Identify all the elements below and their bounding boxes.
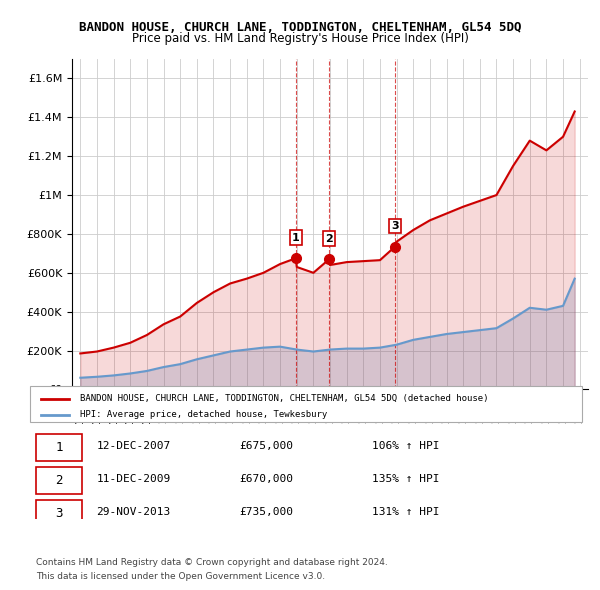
FancyBboxPatch shape — [35, 467, 82, 494]
Text: £735,000: £735,000 — [240, 507, 294, 517]
Text: Contains HM Land Registry data © Crown copyright and database right 2024.: Contains HM Land Registry data © Crown c… — [36, 558, 388, 566]
Text: 29-NOV-2013: 29-NOV-2013 — [96, 507, 170, 517]
Text: HPI: Average price, detached house, Tewkesbury: HPI: Average price, detached house, Tewk… — [80, 410, 327, 419]
FancyBboxPatch shape — [30, 386, 582, 422]
Text: This data is licensed under the Open Government Licence v3.0.: This data is licensed under the Open Gov… — [36, 572, 325, 581]
Text: 106% ↑ HPI: 106% ↑ HPI — [372, 441, 440, 451]
FancyBboxPatch shape — [35, 500, 82, 527]
Text: 12-DEC-2007: 12-DEC-2007 — [96, 441, 170, 451]
Text: 1: 1 — [55, 441, 63, 454]
Text: 3: 3 — [391, 221, 399, 231]
Text: £675,000: £675,000 — [240, 441, 294, 451]
Text: BANDON HOUSE, CHURCH LANE, TODDINGTON, CHELTENHAM, GL54 5DQ (detached house): BANDON HOUSE, CHURCH LANE, TODDINGTON, C… — [80, 394, 488, 404]
FancyBboxPatch shape — [35, 434, 82, 461]
Text: £670,000: £670,000 — [240, 474, 294, 484]
Text: 135% ↑ HPI: 135% ↑ HPI — [372, 474, 440, 484]
Text: 2: 2 — [325, 234, 333, 244]
Text: 1: 1 — [292, 232, 300, 242]
Text: 2: 2 — [55, 474, 63, 487]
Text: 131% ↑ HPI: 131% ↑ HPI — [372, 507, 440, 517]
Text: 11-DEC-2009: 11-DEC-2009 — [96, 474, 170, 484]
Text: 3: 3 — [55, 507, 63, 520]
Text: BANDON HOUSE, CHURCH LANE, TODDINGTON, CHELTENHAM, GL54 5DQ: BANDON HOUSE, CHURCH LANE, TODDINGTON, C… — [79, 21, 521, 34]
Text: Price paid vs. HM Land Registry's House Price Index (HPI): Price paid vs. HM Land Registry's House … — [131, 32, 469, 45]
